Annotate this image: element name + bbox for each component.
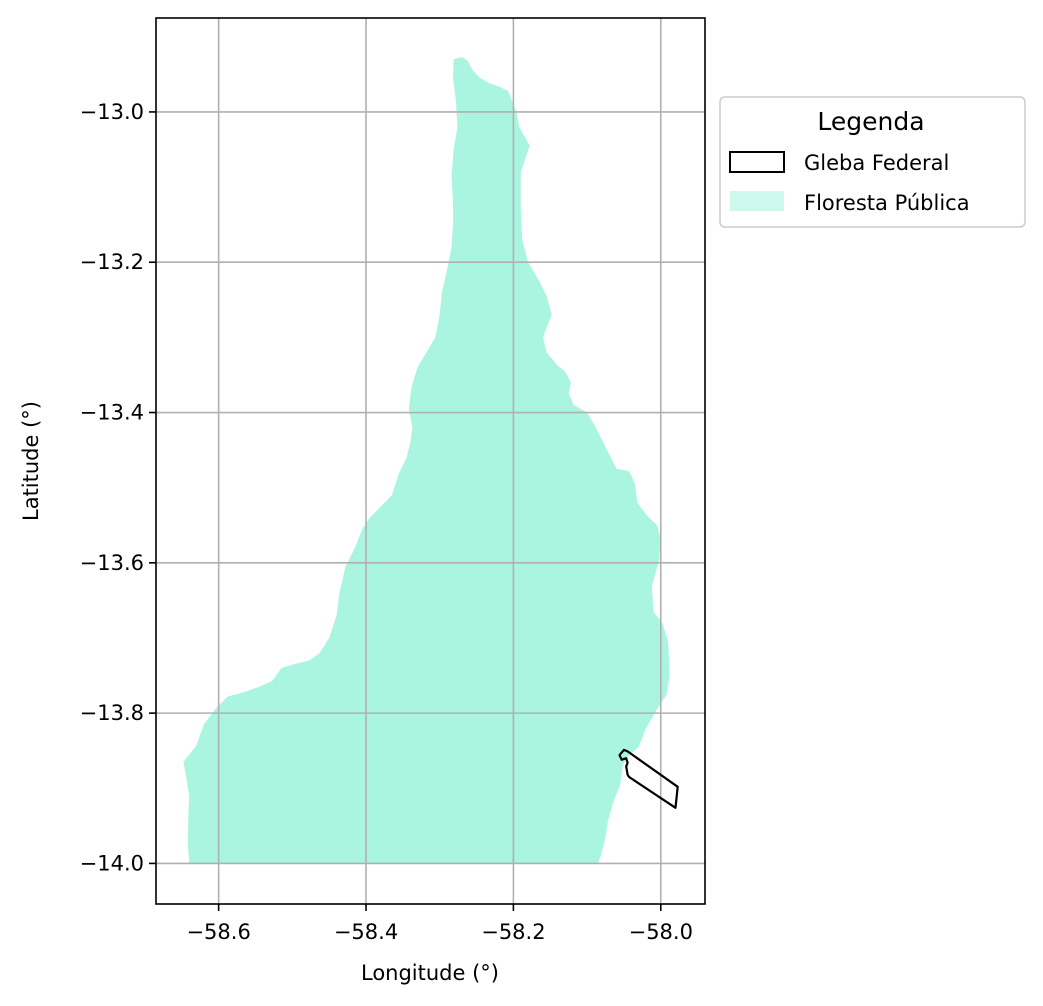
legend-label-floresta-publica: Floresta Pública bbox=[804, 191, 970, 215]
legend-frame bbox=[719, 96, 1026, 228]
y-tick-label-3: −13.6 bbox=[80, 551, 144, 575]
legend-swatch-floresta-publica bbox=[730, 191, 784, 211]
legend-title: Legenda bbox=[817, 107, 924, 136]
legend-label-gleba-federal: Gleba Federal bbox=[804, 151, 949, 175]
x-tick-label-1: −58.4 bbox=[334, 920, 398, 944]
y-tick-label-4: −13.8 bbox=[80, 701, 144, 725]
y-tick-label-2: −13.4 bbox=[80, 401, 144, 425]
x-tick-label-0: −58.6 bbox=[186, 920, 250, 944]
x-tick-label-2: −58.2 bbox=[481, 920, 545, 944]
legend-swatch-gleba-federal bbox=[729, 151, 785, 173]
y-axis-ticks: −13.0 −13.2 −13.4 −13.6 −13.8 −14.0 bbox=[80, 100, 156, 875]
y-tick-label-1: −13.2 bbox=[80, 250, 144, 274]
floresta-publica-layer bbox=[183, 57, 670, 864]
gleba-federal-layer bbox=[618, 748, 679, 809]
y-tick-label-5: −14.0 bbox=[80, 851, 144, 875]
map-gridlines bbox=[156, 18, 705, 904]
x-axis-ticks: −58.6 −58.4 −58.2 −58.0 bbox=[186, 904, 693, 944]
map-axes-frame bbox=[155, 17, 706, 905]
floresta-publica-polygon bbox=[183, 57, 670, 864]
x-axis-title: Longitude (°) bbox=[361, 961, 499, 985]
gleba-federal-polygon bbox=[618, 748, 679, 809]
x-tick-label-3: −58.0 bbox=[629, 920, 693, 944]
y-axis-title: Latitude (°) bbox=[19, 401, 43, 521]
map-legend: Legenda Gleba Federal Floresta Pública bbox=[719, 96, 1026, 228]
y-tick-label-0: −13.0 bbox=[80, 100, 144, 124]
